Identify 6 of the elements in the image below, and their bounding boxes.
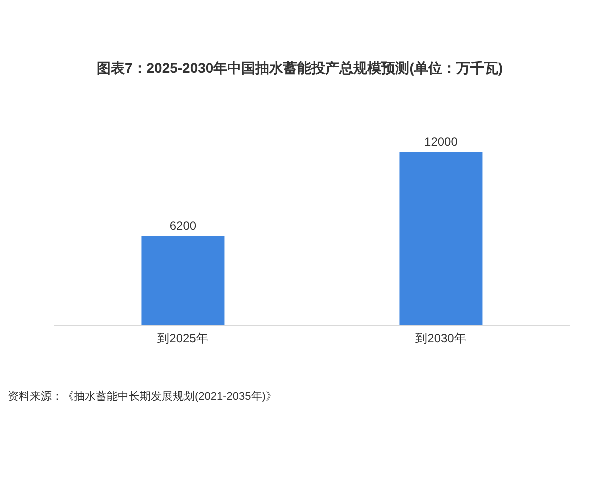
x-tick-label: 到2030年 xyxy=(416,332,466,346)
text: 资料来源：《抽水蓄能中长期发展规划(2021-2035年)》 xyxy=(8,390,277,404)
data-label: 6200 xyxy=(170,219,197,234)
chart-title: 图表7：2025-2030年中国抽水蓄能投产总规模预测(单位：万千瓦) xyxy=(96,60,504,78)
data-label: 12000 xyxy=(424,135,458,149)
x-tick-label: 到2025年 xyxy=(158,332,208,346)
